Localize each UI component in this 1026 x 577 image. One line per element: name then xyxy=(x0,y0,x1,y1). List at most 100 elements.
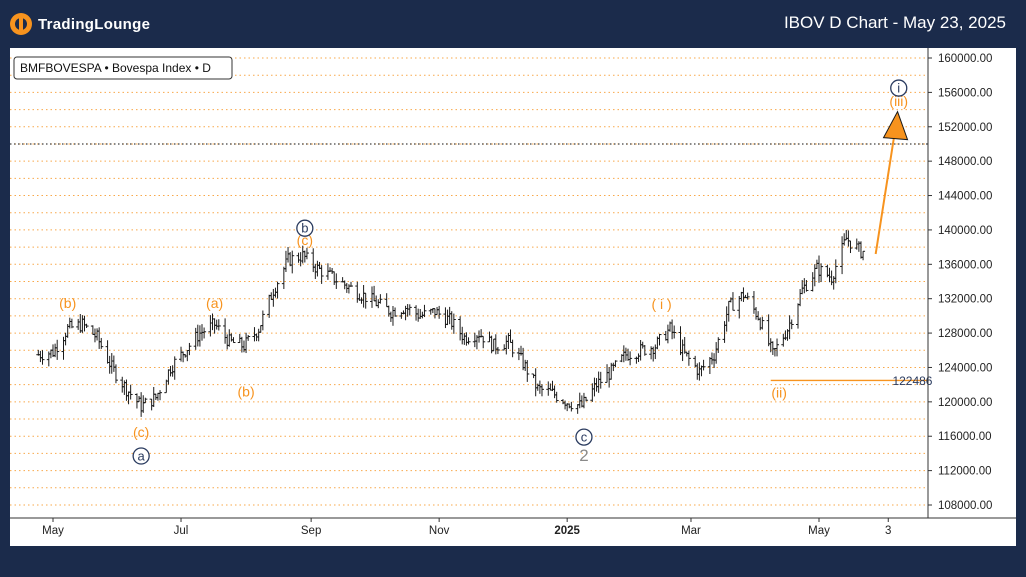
ohlc-bar xyxy=(92,328,97,343)
ohlc-bar xyxy=(443,307,448,329)
wave-label-gray: 2 xyxy=(579,446,588,465)
ohlc-bar xyxy=(775,338,780,357)
logo-icon xyxy=(10,13,32,35)
ohlc-bar xyxy=(745,292,750,300)
ohlc-bar xyxy=(437,305,442,319)
ohlc-bar xyxy=(227,329,232,347)
ohlc-bar xyxy=(193,327,198,350)
grid-lines xyxy=(10,57,928,506)
ohlc-bar xyxy=(134,393,139,409)
x-tick-label: 2025 xyxy=(554,525,580,537)
ohlc-bar xyxy=(651,346,656,362)
ohlc-bar xyxy=(724,306,729,332)
ohlc-bar xyxy=(817,255,821,283)
y-tick-label: 144000.00 xyxy=(938,191,992,203)
ohlc-bar xyxy=(449,311,454,330)
ohlc-bar xyxy=(153,393,158,401)
ohlc-bar xyxy=(800,280,805,295)
ohlc-bar xyxy=(231,337,236,344)
y-tick-label: 140000.00 xyxy=(938,225,992,237)
ohlc-bar xyxy=(158,390,163,401)
wave-label-orange: (c) xyxy=(297,232,313,248)
ohlc-bar xyxy=(246,334,251,341)
wave-circle xyxy=(132,447,150,465)
ohlc-bar xyxy=(840,236,845,275)
ohlc-bar xyxy=(405,304,410,317)
ohlc-bar xyxy=(796,303,801,329)
ohlc-bar xyxy=(179,346,184,362)
ohlc-bar xyxy=(82,315,87,332)
ohlc-bar xyxy=(76,318,81,330)
chart-panel[interactable]: (b) (c) a (a) (b) (c) b c 2( i ) (ii) (iii) i 12248… xyxy=(10,48,1016,546)
ohlc-bar xyxy=(521,347,526,371)
price-chart[interactable]: (b)(c)a(a)(b)(c)bc2( i )(ii)(iii)i 12248… xyxy=(10,48,1016,546)
ohlc-bar xyxy=(621,345,626,363)
ohlc-bar xyxy=(722,321,727,343)
ohlc-bar xyxy=(374,295,379,307)
ohlc-bar xyxy=(714,342,719,364)
y-tick-label: 128000.00 xyxy=(938,328,992,340)
symbol-label: BMFBOVESPA • Bovespa Index • D xyxy=(20,61,211,75)
ohlc-bar xyxy=(592,377,597,397)
ohlc-bar xyxy=(462,333,467,345)
ohlc-bar xyxy=(393,307,398,317)
ohlc-bar xyxy=(38,350,43,363)
ohlc-bar xyxy=(581,392,586,409)
ohlc-bar xyxy=(493,334,498,355)
ohlc-bar xyxy=(355,281,360,303)
ohlc-bar xyxy=(682,336,687,354)
ohlc-bar xyxy=(84,323,89,328)
ohlc-bar xyxy=(640,341,645,349)
ohlc-bar xyxy=(502,344,507,351)
ohlc-bar xyxy=(653,344,658,360)
ohlc-bar xyxy=(390,305,395,326)
ohlc-bar xyxy=(105,340,110,364)
header: TradingLounge IBOV D Chart - May 23, 202… xyxy=(0,0,1026,48)
y-tick-label: 148000.00 xyxy=(938,156,992,168)
ohlc-bar xyxy=(334,273,339,289)
ohlc-bar xyxy=(590,383,595,402)
ohlc-bar xyxy=(739,291,744,302)
ohlc-bar xyxy=(701,359,706,371)
ohlc-bar xyxy=(113,364,118,384)
x-tick-label: Nov xyxy=(429,525,450,537)
ohlc-bar xyxy=(435,306,440,316)
ohlc-bar xyxy=(833,259,838,284)
ohlc-bar xyxy=(97,327,102,349)
legend-box xyxy=(13,56,233,80)
ohlc-bar xyxy=(787,315,792,340)
ohlc-bar xyxy=(319,265,324,284)
ohlc-bar xyxy=(139,392,144,417)
price-level-label: 122486 xyxy=(892,374,932,388)
ohlc-bar xyxy=(300,245,305,264)
ohlc-bar xyxy=(369,286,374,308)
x-tick-label: Jul xyxy=(174,525,189,537)
ohlc-bar xyxy=(407,304,412,316)
ohlc-bar xyxy=(349,281,354,287)
wave-label-orange: (c) xyxy=(133,424,149,440)
ohlc-bar xyxy=(789,319,794,330)
ohlc-bar xyxy=(414,305,419,321)
ohlc-bar xyxy=(378,294,383,304)
ohlc-bar xyxy=(63,332,68,346)
ohlc-bar xyxy=(491,338,496,352)
ohlc-bar xyxy=(48,349,53,359)
projection-arrowhead xyxy=(882,110,909,141)
ohlc-bar xyxy=(40,350,45,365)
wave-label-navy: a xyxy=(138,449,146,464)
ohlc-bar xyxy=(684,351,689,357)
x-tick-label: Sep xyxy=(301,525,321,537)
tradinglounge-logo: TradingLounge xyxy=(10,12,150,36)
ohlc-bar xyxy=(109,353,114,374)
ohlc-bar xyxy=(155,392,160,401)
ohlc-bar xyxy=(269,292,274,300)
ohlc-bar xyxy=(798,289,803,307)
ohlc-bar xyxy=(846,230,851,247)
ohlc-bar xyxy=(283,250,288,273)
price-bars xyxy=(36,229,866,417)
ohlc-bar xyxy=(286,246,291,263)
ohlc-bar xyxy=(376,299,381,309)
wave-circle xyxy=(296,219,314,237)
y-tick-label: 156000.00 xyxy=(938,87,992,99)
ohlc-bar xyxy=(628,351,633,366)
